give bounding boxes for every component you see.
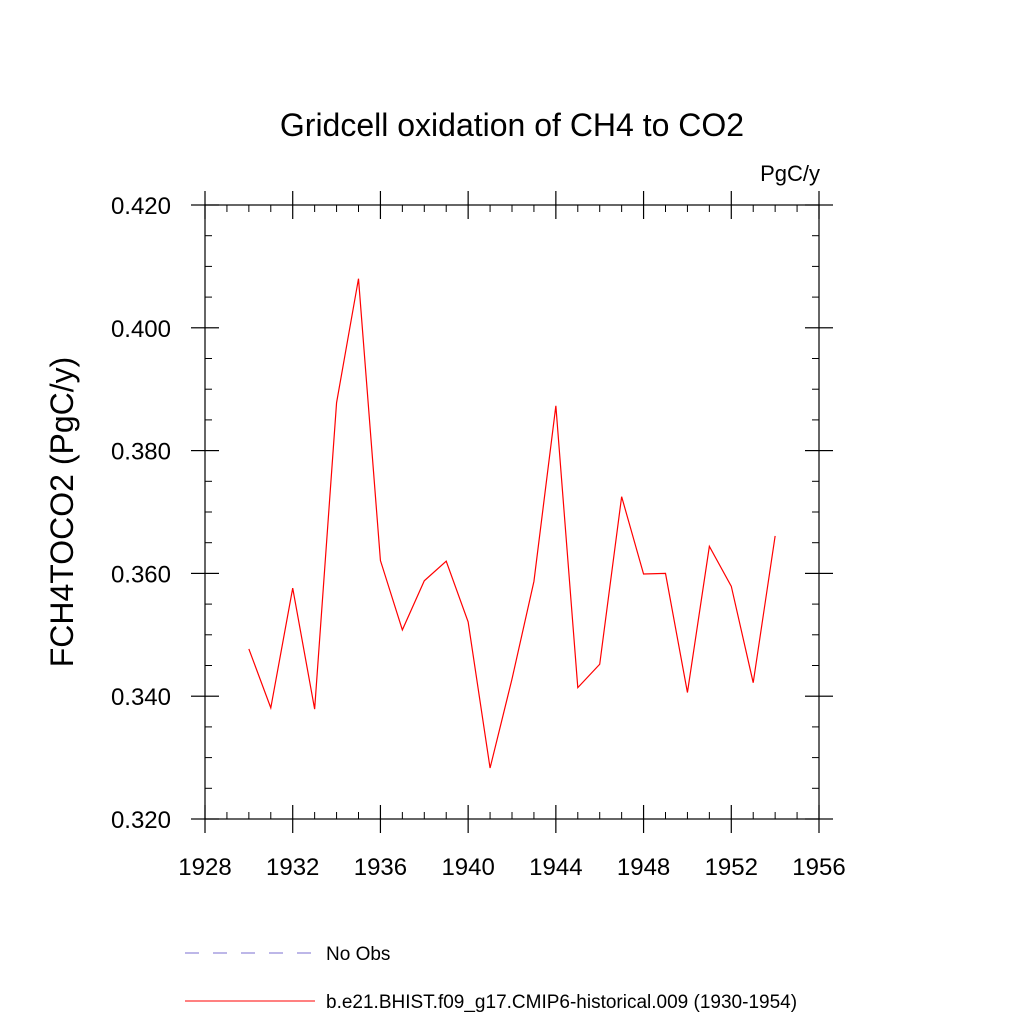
series-line [248,278,776,769]
y-tick-label: 0.320 [111,807,171,834]
x-tick-label: 1940 [441,854,494,881]
legend-label: b.e21.BHIST.f09_g17.CMIP6-historical.009… [326,992,797,1013]
x-tick-label: 1932 [266,854,319,881]
units-label: PgC/y [760,161,820,186]
y-tick-label: 0.420 [111,193,171,220]
series-layer [248,278,776,769]
y-tick-label: 0.360 [111,561,171,588]
y-tick-label: 0.340 [111,684,171,711]
legend: No Obs b.e21.BHIST.f09_g17.CMIP6-historic… [185,944,797,1013]
y-tick-label: 0.380 [111,439,171,466]
axis-tick-labels: 1928 1932 1936 1940 1944 1948 1952 1956 0.320 0.3… [111,193,846,881]
y-axis-label: FCH4TOCO2 (PgC/y) [44,357,80,668]
legend-label: No Obs [326,944,390,965]
x-tick-label: 1928 [178,854,231,881]
x-tick-label: 1952 [705,854,758,881]
x-tick-label: 1944 [529,854,582,881]
plot-frame [204,204,820,820]
chart-title: Gridcell oxidation of CH4 to CO2 [280,107,744,143]
axis-ticks [191,191,833,833]
x-tick-label: 1936 [354,854,407,881]
x-tick-label: 1948 [617,854,670,881]
x-tick-label: 1956 [792,854,845,881]
y-tick-label: 0.400 [111,316,171,343]
